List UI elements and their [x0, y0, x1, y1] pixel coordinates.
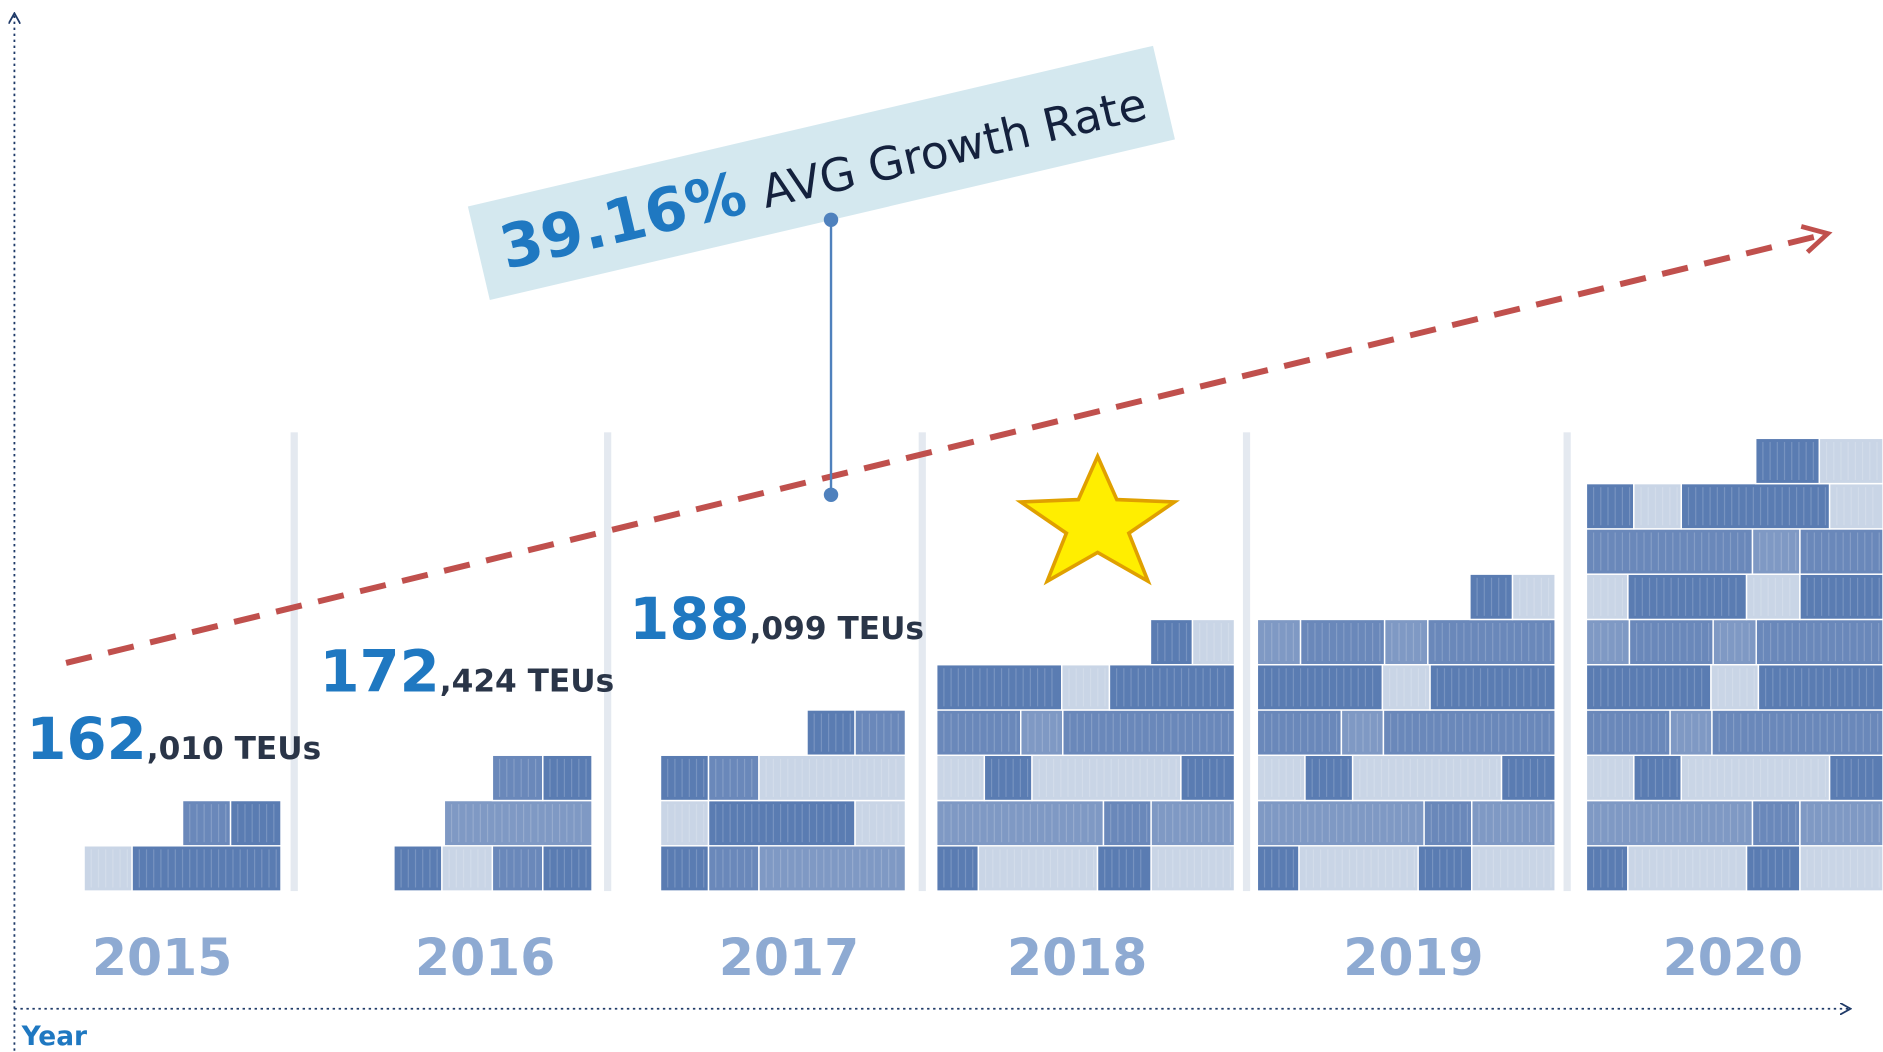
container: [1681, 755, 1829, 800]
container: [1758, 665, 1883, 710]
infographic: Year 39.16%AVG Growth Rate 2015 2016 2017 2…: [0, 0, 1883, 1052]
container: [1830, 484, 1883, 529]
container: [1502, 755, 1556, 800]
container: [1586, 846, 1628, 891]
container: [1800, 801, 1883, 846]
year-label: 2019: [1343, 928, 1483, 987]
separator: [1243, 432, 1250, 891]
container: [1747, 574, 1800, 619]
year-label: 2020: [1663, 928, 1803, 987]
volume-rest: ,010 TEUs: [147, 731, 321, 767]
callout: 39.16%AVG Growth Rate: [468, 46, 1175, 300]
container: [1098, 846, 1152, 891]
year-label: 2016: [415, 928, 555, 987]
separator: [919, 432, 926, 891]
container: [1109, 665, 1234, 710]
container: [132, 846, 281, 891]
container: [937, 801, 1104, 846]
container: [1800, 574, 1883, 619]
container: [1800, 529, 1883, 574]
volume-lead: 188: [629, 585, 749, 653]
container: [1586, 801, 1752, 846]
year-label: 2015: [92, 928, 232, 987]
separator: [291, 432, 298, 891]
container: [1181, 755, 1235, 800]
year-label: 2017: [719, 928, 859, 987]
trend-arrow: [66, 234, 1825, 663]
container: [1586, 529, 1752, 574]
container: [1586, 710, 1670, 755]
container: [1151, 801, 1234, 846]
page: Year 39.16%AVG Growth Rate 2015 2016 2017 2…: [0, 0, 1883, 1052]
container: [1800, 846, 1883, 891]
container: [1353, 755, 1502, 800]
axis-label: Year: [21, 1021, 87, 1052]
callout-text: 39.16%AVG Growth Rate: [493, 65, 1152, 284]
year-label: 2018: [1007, 928, 1147, 987]
volume-rest: ,099 TEUs: [750, 611, 924, 647]
volume-label: 188,099 TEUs: [629, 585, 924, 653]
volume-label: 172,424 TEUs: [319, 638, 614, 706]
container: [1830, 755, 1883, 800]
separator: [1564, 432, 1571, 891]
container: [1418, 846, 1472, 891]
connector-dot: [824, 488, 838, 502]
container: [1747, 846, 1800, 891]
container: [1472, 846, 1555, 891]
container: [1257, 801, 1424, 846]
volume-rest: ,424 TEUs: [440, 664, 614, 700]
container: [1629, 619, 1713, 664]
container: [1257, 665, 1382, 710]
separator: [604, 432, 611, 891]
container: [937, 665, 1062, 710]
container: [1712, 710, 1883, 755]
container: [1472, 801, 1555, 846]
volume-lead: 162: [26, 705, 146, 773]
container: [1681, 484, 1829, 529]
container: [1430, 665, 1555, 710]
container: [1032, 755, 1181, 800]
connector-dot: [824, 213, 838, 227]
container: [1586, 665, 1711, 710]
container: [1586, 574, 1628, 619]
star: [1021, 456, 1175, 581]
container: [1756, 438, 1820, 483]
container: [1151, 846, 1234, 891]
volume-lead: 172: [319, 638, 439, 706]
container: [1819, 438, 1883, 483]
volume-label: 162,010 TEUs: [26, 705, 321, 773]
